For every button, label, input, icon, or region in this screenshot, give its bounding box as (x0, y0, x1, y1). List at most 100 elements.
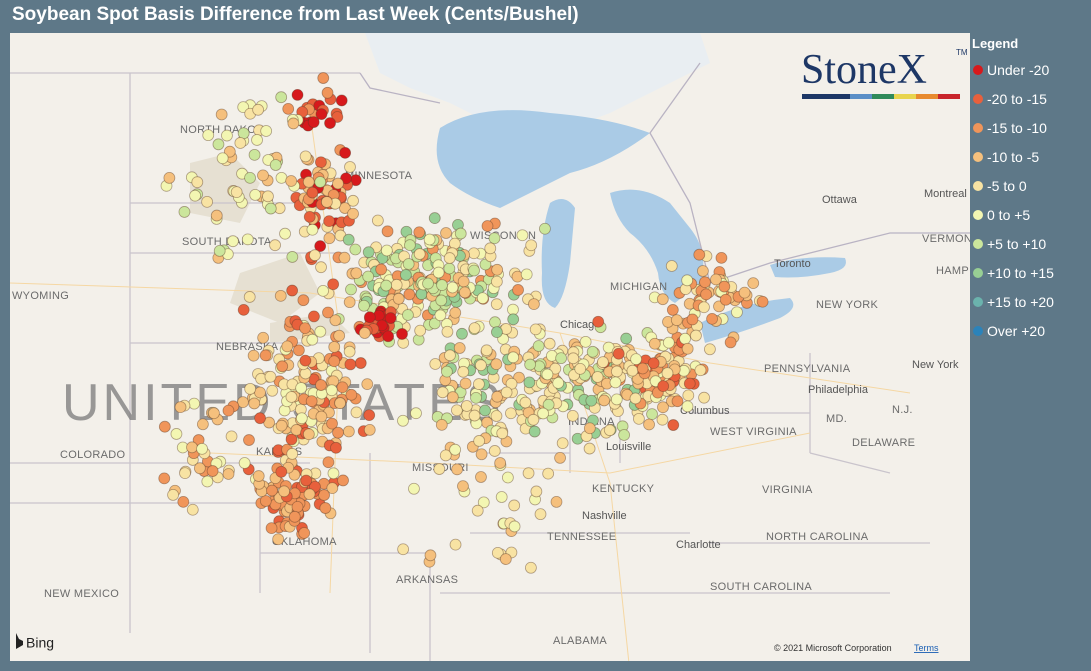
map-point[interactable] (252, 470, 265, 482)
map-point[interactable] (362, 246, 375, 259)
map-point[interactable] (626, 364, 639, 377)
map-point[interactable] (323, 215, 336, 228)
map-point[interactable] (620, 332, 633, 345)
map-point[interactable] (177, 495, 190, 508)
map-point[interactable] (286, 251, 299, 263)
map-point[interactable] (468, 264, 480, 277)
map-point[interactable] (520, 268, 533, 281)
map-point[interactable] (300, 474, 313, 487)
map-point[interactable] (473, 435, 486, 447)
map-point[interactable] (354, 357, 367, 369)
map-point[interactable] (495, 491, 508, 503)
legend-item[interactable]: -20 to -15 (972, 84, 1091, 113)
map-point[interactable] (179, 467, 191, 479)
map-point[interactable] (186, 503, 199, 516)
map-point[interactable] (731, 306, 743, 319)
map-point[interactable] (719, 293, 732, 306)
map-point[interactable] (436, 386, 449, 399)
map-point[interactable] (459, 377, 472, 390)
map-point[interactable] (507, 313, 520, 326)
map-point[interactable] (499, 553, 512, 565)
map-point[interactable] (269, 239, 281, 252)
map-point[interactable] (424, 549, 437, 562)
map-point[interactable] (443, 262, 456, 275)
map-point[interactable] (339, 202, 351, 214)
map-point[interactable] (259, 349, 272, 362)
map-point[interactable] (648, 337, 661, 350)
map-point[interactable] (265, 522, 278, 535)
map-point[interactable] (371, 214, 384, 227)
map-point[interactable] (252, 103, 265, 116)
map-point[interactable] (178, 206, 191, 218)
map-point[interactable] (681, 342, 694, 355)
map-point[interactable] (397, 543, 410, 556)
map-point[interactable] (679, 332, 691, 345)
map-point[interactable] (167, 488, 179, 501)
map-point[interactable] (436, 279, 448, 291)
map-point[interactable] (656, 413, 669, 426)
map-point[interactable] (583, 442, 596, 455)
map-point[interactable] (230, 186, 243, 199)
map-point[interactable] (275, 419, 288, 432)
map-point[interactable] (574, 362, 587, 375)
map-point[interactable] (471, 504, 484, 517)
map-point[interactable] (456, 327, 468, 340)
map-point[interactable] (704, 343, 716, 356)
map-point[interactable] (468, 322, 481, 335)
map-point[interactable] (747, 277, 760, 290)
map-point[interactable] (315, 108, 328, 121)
map-point[interactable] (317, 72, 330, 84)
map-point[interactable] (292, 344, 305, 357)
map-point[interactable] (206, 465, 219, 477)
map-point[interactable] (414, 324, 427, 337)
map-point[interactable] (657, 401, 669, 414)
map-point[interactable] (286, 448, 299, 460)
map-point[interactable] (333, 329, 346, 342)
map-point[interactable] (444, 349, 456, 362)
map-point[interactable] (446, 391, 459, 403)
map-point[interactable] (706, 312, 718, 325)
map-point[interactable] (423, 233, 436, 246)
map-point[interactable] (415, 288, 428, 300)
map-point[interactable] (264, 202, 277, 215)
map-point[interactable] (556, 437, 569, 450)
map-point[interactable] (237, 303, 250, 316)
map-point[interactable] (457, 480, 469, 493)
map-point[interactable] (216, 152, 229, 165)
map-point[interactable] (490, 275, 503, 288)
map-point[interactable] (213, 244, 226, 257)
map-point[interactable] (699, 276, 711, 289)
map-point[interactable] (451, 463, 463, 476)
map-point[interactable] (428, 317, 441, 330)
map-point[interactable] (263, 416, 276, 429)
map-point[interactable] (339, 146, 352, 159)
map-point[interactable] (307, 116, 320, 129)
map-point[interactable] (285, 433, 298, 446)
map-point[interactable] (174, 401, 187, 414)
map-point[interactable] (516, 229, 529, 242)
map-point[interactable] (362, 270, 375, 283)
map-point[interactable] (158, 472, 171, 485)
map-point[interactable] (332, 177, 344, 190)
map-point[interactable] (347, 207, 359, 220)
map-point[interactable] (629, 392, 642, 405)
legend-item[interactable]: -5 to 0 (972, 171, 1091, 200)
map-point[interactable] (254, 386, 266, 399)
map-point[interactable] (345, 388, 358, 401)
map-point[interactable] (188, 397, 201, 410)
map-point[interactable] (237, 101, 250, 114)
map-point[interactable] (453, 342, 466, 354)
map-point[interactable] (690, 329, 702, 342)
map-point[interactable] (435, 294, 448, 307)
map-point[interactable] (523, 376, 536, 389)
map-point[interactable] (555, 352, 567, 365)
map-point[interactable] (170, 428, 183, 440)
map-point[interactable] (327, 278, 340, 291)
map-point[interactable] (322, 306, 334, 319)
map-point[interactable] (243, 434, 255, 446)
map-point[interactable] (344, 358, 357, 371)
map-point[interactable] (457, 275, 470, 288)
map-point[interactable] (681, 400, 694, 413)
map-point[interactable] (275, 91, 288, 104)
map-point[interactable] (264, 370, 277, 383)
